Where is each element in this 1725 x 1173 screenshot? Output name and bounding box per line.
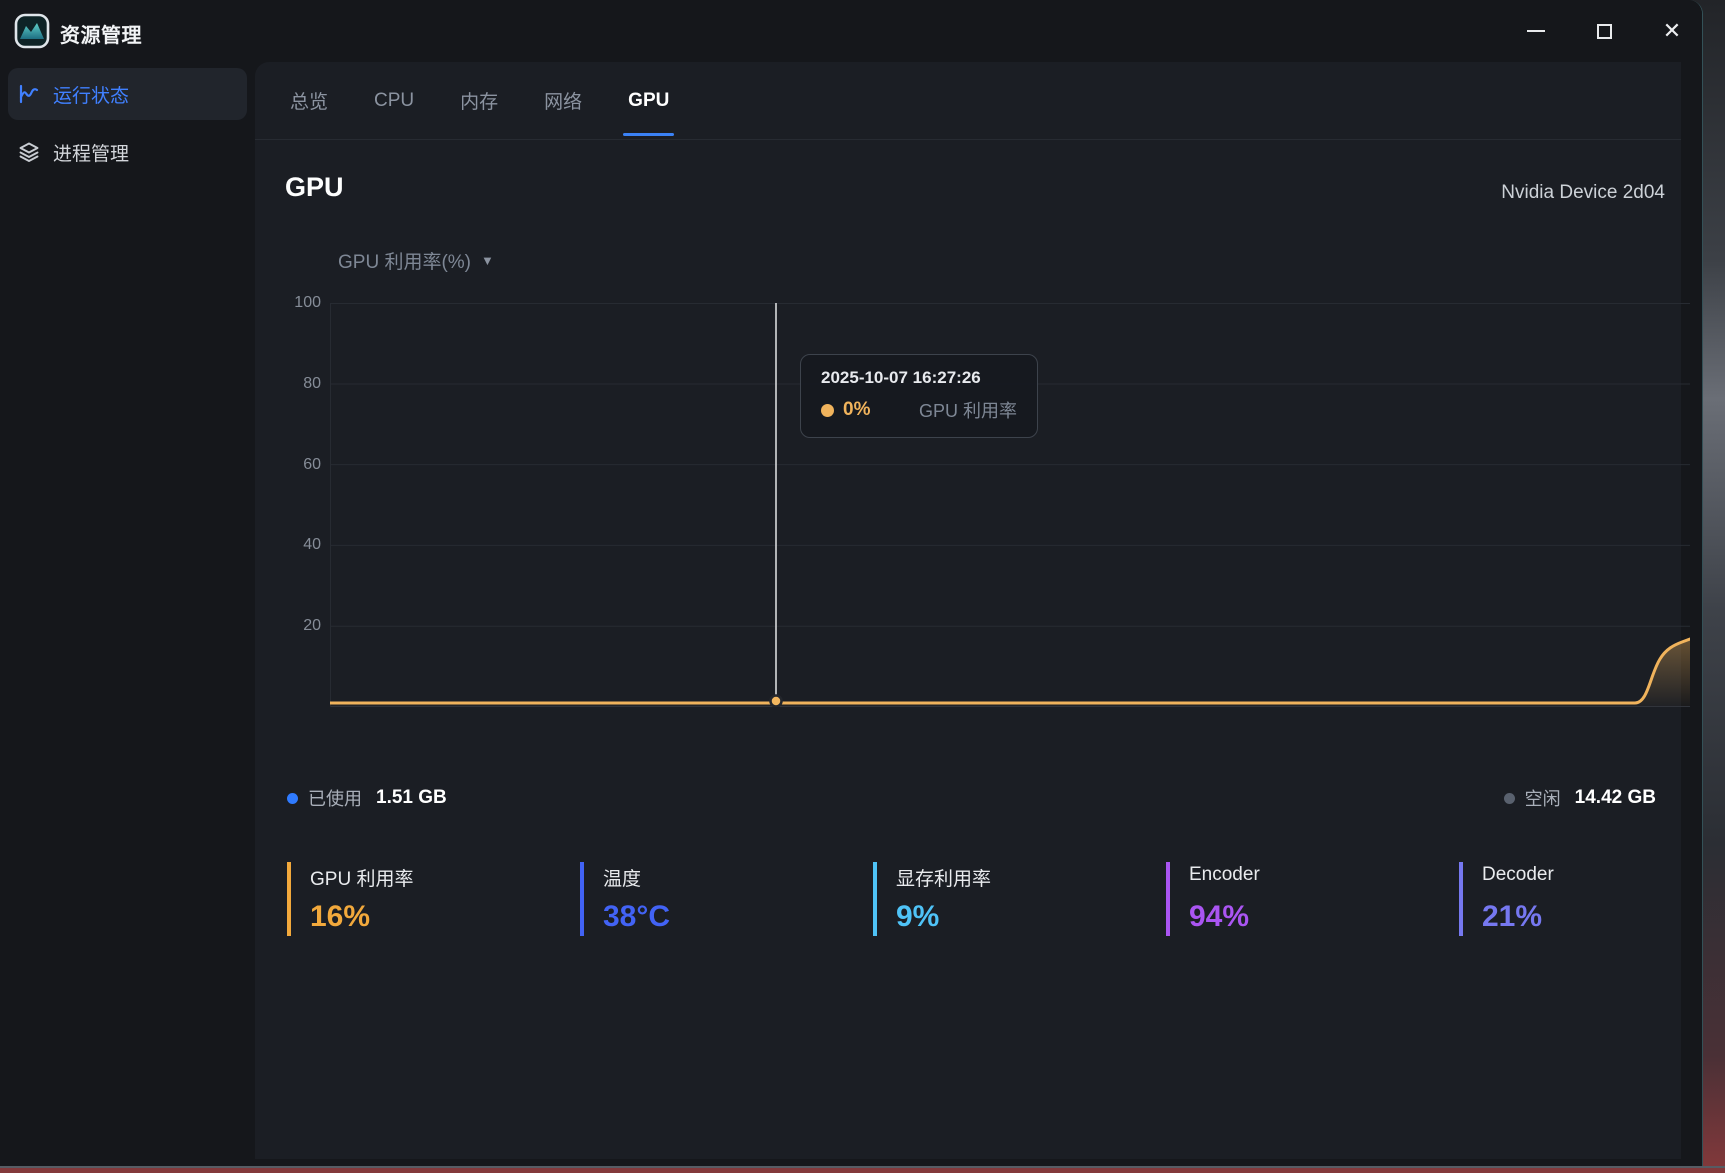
maximize-icon [1596, 23, 1612, 39]
legend-used: 已使用 1.51 GB [287, 785, 447, 811]
stat-value: 9% [896, 900, 940, 933]
y-tick: 60 [303, 456, 321, 473]
close-button[interactable]: ✕ [1650, 9, 1694, 53]
y-tick: 20 [303, 617, 321, 634]
tab-cpu[interactable]: CPU [374, 89, 415, 111]
stat-gpu-utilization: GPU 利用率 16% [287, 862, 580, 936]
stat-temperature: 温度 38°C [580, 862, 873, 936]
stat-decoder: Decoder 21% [1459, 862, 1656, 936]
tab-memory[interactable]: 内存 [460, 92, 499, 113]
tab-overview[interactable]: 总览 [290, 92, 329, 113]
tooltip-value: 0% [843, 399, 871, 420]
series-line [330, 637, 1690, 705]
app-logo-icon [14, 13, 50, 49]
tab-gpu[interactable]: GPU [623, 62, 675, 139]
y-tick: 80 [303, 375, 321, 392]
sidebar-item-running-status[interactable]: 运行状态 [8, 68, 247, 120]
used-dot-icon [287, 792, 298, 804]
gpu-device-name: Nvidia Device 2d04 [1501, 182, 1665, 203]
stat-label: 温度 [603, 869, 642, 890]
metric-selector-dropdown[interactable]: GPU 利用率(%) ▼ [338, 247, 494, 274]
series-area-fill [330, 639, 1690, 707]
y-tick: 100 [294, 294, 321, 311]
free-value: 14.42 GB [1574, 787, 1656, 808]
stat-value: 21% [1482, 900, 1543, 933]
free-dot-icon [1503, 792, 1515, 804]
gpu-stats-row: GPU 利用率 16% 温度 38°C 显存利用率 9% Encoder 94%… [287, 862, 1656, 936]
chevron-down-icon: ▼ [481, 253, 494, 268]
gpu-section-title: GPU [285, 172, 344, 202]
y-tick: 40 [303, 536, 321, 553]
series-dot-icon [821, 403, 834, 417]
stat-value: 38°C [603, 900, 671, 933]
sidebar-item-label: 运行状态 [53, 85, 130, 107]
stat-label: 显存利用率 [896, 869, 992, 890]
sidebar: 运行状态 进程管理 [0, 62, 255, 1166]
metric-selector-label: GPU 利用率(%) [338, 252, 472, 273]
crosshair-point [769, 694, 783, 707]
layers-icon [19, 142, 39, 162]
tooltip-series-label: GPU 利用率 [918, 401, 1017, 421]
desktop-edge [0, 1166, 1725, 1168]
legend-free: 空闲 14.42 GB [1503, 785, 1656, 811]
chart-tooltip: 2025-10-07 16:27:26 0% GPU 利用率 [800, 354, 1038, 438]
stat-encoder: Encoder 94% [1166, 862, 1459, 936]
used-value: 1.51 GB [376, 787, 447, 808]
minimize-icon [1527, 30, 1545, 32]
line-chart-icon [19, 84, 39, 104]
used-label: 已使用 [308, 789, 362, 809]
close-icon: ✕ [1662, 18, 1682, 43]
stat-value: 16% [310, 900, 371, 933]
memory-legend: 已使用 1.51 GB 空闲 14.42 GB [287, 784, 1656, 812]
tooltip-timestamp: 2025-10-07 16:27:26 [821, 368, 981, 387]
tab-network[interactable]: 网络 [544, 92, 583, 113]
stat-label: Encoder [1189, 864, 1260, 885]
sidebar-item-label: 进程管理 [53, 143, 130, 165]
stat-label: Decoder [1482, 864, 1554, 885]
app-title: 资源管理 [60, 25, 142, 47]
stat-label: GPU 利用率 [310, 869, 414, 890]
minimize-button[interactable] [1514, 9, 1558, 53]
free-label: 空闲 [1524, 789, 1561, 809]
window-controls: ✕ [1514, 9, 1694, 53]
stat-vram-utilization: 显存利用率 9% [873, 862, 1166, 936]
titlebar: 资源管理 ✕ [0, 0, 1702, 62]
tab-bar: 总览 CPU 内存 网络 GPU [255, 62, 1681, 140]
maximize-button[interactable] [1582, 9, 1626, 53]
main-panel: 总览 CPU 内存 网络 GPU GPU Nvidia Device 2d04 … [255, 62, 1690, 1159]
sidebar-item-process-management[interactable]: 进程管理 [8, 126, 247, 178]
stat-value: 94% [1189, 900, 1250, 933]
